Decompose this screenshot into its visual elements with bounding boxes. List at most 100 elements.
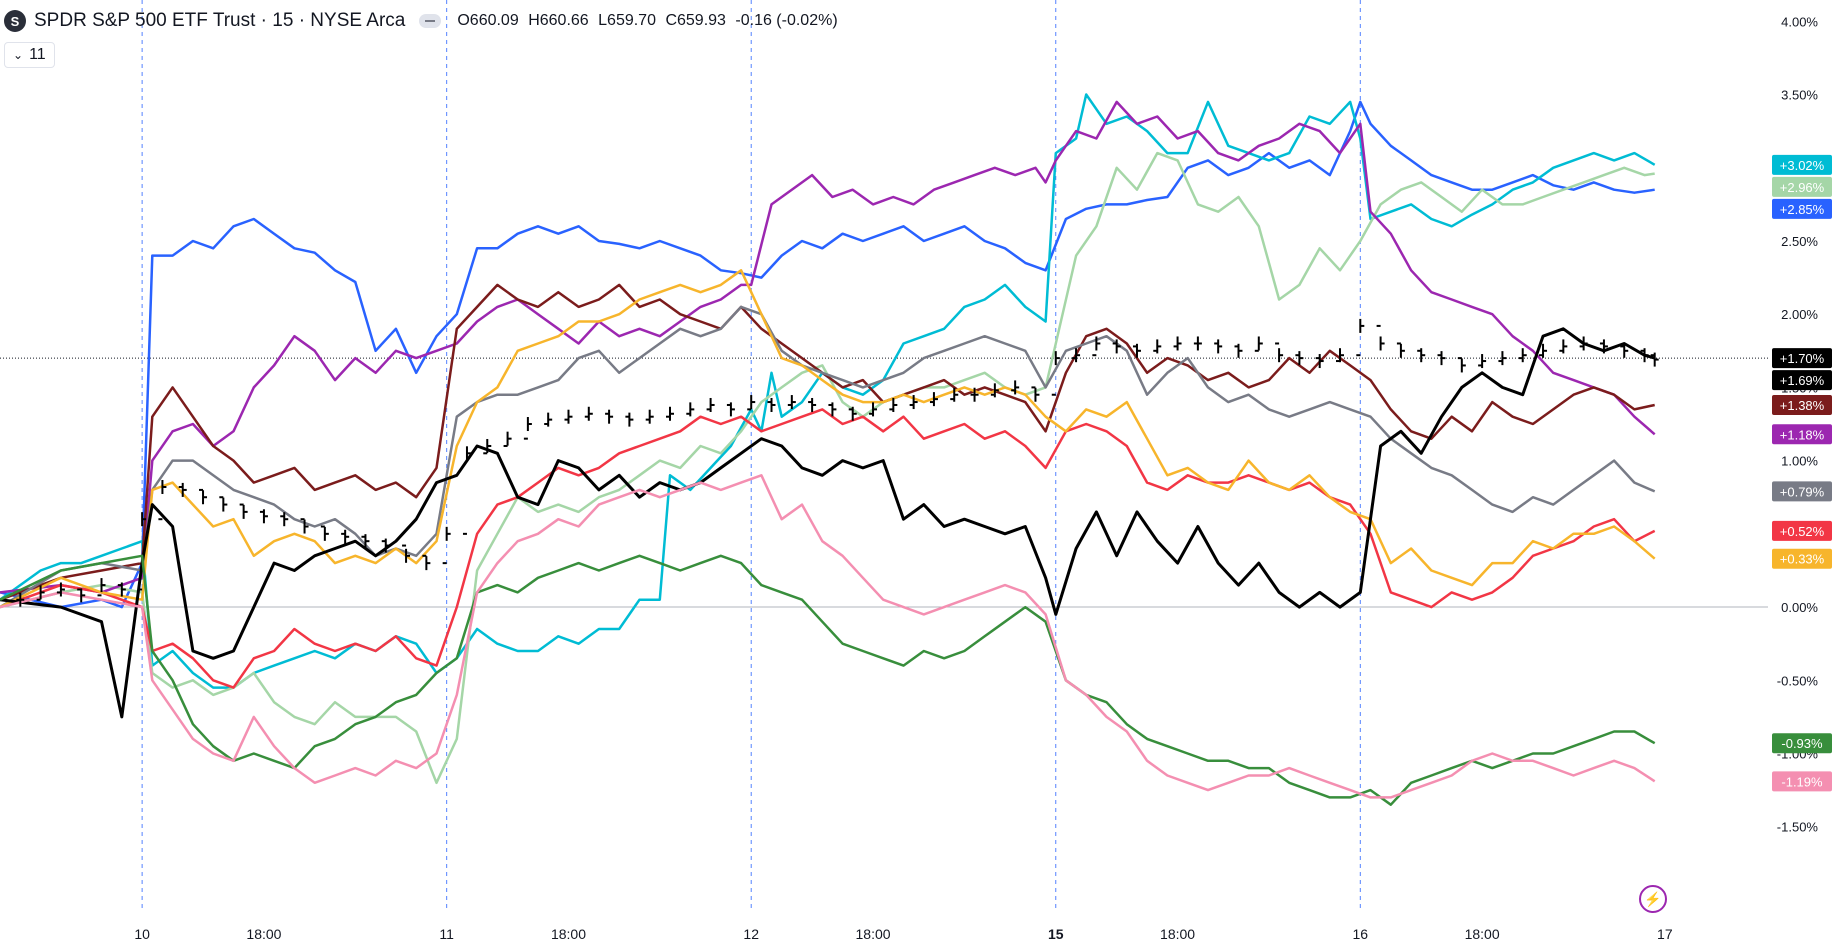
ohlc-bar — [1518, 348, 1527, 363]
ohlc-bar — [138, 512, 147, 591]
x-tick-label: 18:00 — [551, 926, 586, 942]
ohlc-bar — [828, 402, 837, 417]
series-line — [0, 100, 1655, 609]
ohlc-bar — [381, 538, 390, 553]
ohlc-bar — [909, 395, 918, 410]
ohlc-bar — [199, 488, 208, 505]
ohlc-bar — [178, 482, 187, 497]
ohlc-bar — [605, 409, 614, 424]
y-tick-label: 3.50% — [1781, 88, 1818, 103]
last-value-label: +0.33% — [1772, 548, 1832, 569]
ohlc-bar — [361, 534, 370, 549]
ohlc-bar — [1396, 342, 1405, 358]
ohlc-bar — [1457, 357, 1466, 373]
time-scale[interactable]: 10 18:00 11 18:00 12 18:00 15 18:00 16 18:00 17 — [134, 926, 1673, 942]
ohlc-bar — [848, 406, 857, 421]
last-value-label-text: +0.79% — [1780, 484, 1825, 499]
lightning-icon[interactable]: ⚡ — [1639, 885, 1667, 913]
legend-header: S SPDR S&P 500 ETF Trust · 15 · NYSE Arc… — [4, 6, 843, 36]
ohlc-bar — [219, 496, 228, 512]
ohlc-bar — [1132, 343, 1141, 358]
x-tick-label: 17 — [1657, 926, 1673, 942]
last-value-label-bg — [1772, 548, 1832, 569]
y-tick-label: 2.50% — [1781, 234, 1818, 249]
close-value: C659.93 — [665, 12, 726, 29]
y-tick-label: 2.00% — [1781, 307, 1818, 322]
y-tick-label: 4.00% — [1781, 14, 1818, 29]
last-value-label-bg — [1772, 348, 1832, 369]
x-tick-label: 18:00 — [246, 926, 281, 942]
symbol-logo-icon: S — [4, 10, 26, 32]
ohlc-bar — [564, 409, 573, 424]
ohlc-bar — [341, 529, 350, 544]
ohlc-bar — [117, 582, 126, 597]
last-value-label: -0.93% — [1772, 733, 1832, 754]
last-value-label-bg — [1772, 424, 1832, 445]
last-value-label-bg — [1772, 771, 1832, 792]
series-line — [0, 327, 1656, 719]
ohlc-bar — [97, 578, 106, 597]
ohlc-bar — [1295, 351, 1304, 366]
last-value-label: +2.85% — [1772, 198, 1832, 219]
last-value-label-text: +3.02% — [1780, 158, 1825, 173]
series-line — [0, 151, 1655, 785]
ohlc-bar — [889, 397, 898, 412]
last-value-label-text: +1.18% — [1780, 427, 1825, 442]
x-tick-label: 18:00 — [1465, 926, 1500, 942]
series-line — [0, 474, 1656, 799]
ohlc-bar — [1315, 354, 1324, 369]
ohlc-bar — [1539, 343, 1548, 358]
high-value: H660.66 — [528, 12, 589, 29]
ohlc-bar — [1051, 351, 1060, 396]
x-tick-label: 11 — [439, 926, 454, 942]
last-value-label: +1.18% — [1772, 424, 1832, 445]
ohlc-bar — [1092, 336, 1101, 357]
last-value-label-bg — [1772, 176, 1832, 197]
ohlc-bar — [1599, 339, 1608, 354]
ohlc-bar — [36, 585, 45, 601]
y-tick-label: -0.50% — [1777, 673, 1819, 688]
ohlc-bar — [158, 479, 167, 521]
last-value-label: +0.52% — [1772, 520, 1832, 541]
ohlc-bar — [1417, 348, 1426, 363]
x-tick-label: 12 — [743, 926, 759, 942]
last-value-label-text: +0.33% — [1780, 552, 1825, 567]
ohlc-bar — [1072, 348, 1081, 363]
ohlc-bar — [1011, 380, 1020, 395]
ohlc-bar — [1376, 324, 1385, 351]
low-value: L659.70 — [598, 12, 656, 29]
last-value-label-bg — [1772, 481, 1832, 502]
last-value-label: -1.19% — [1772, 771, 1832, 792]
ohlc-bar — [402, 544, 411, 563]
ohlc-bar — [1640, 348, 1649, 363]
ohlc-bar — [442, 526, 451, 565]
ohlc-bar — [1031, 386, 1040, 402]
ohlc-bar — [929, 392, 938, 407]
main-symbol-bars — [16, 318, 1659, 607]
ohlc-bar — [462, 446, 471, 535]
symbol-title[interactable]: SPDR S&P 500 ETF Trust · 15 · NYSE Arca — [34, 10, 406, 31]
ohlc-bar — [483, 438, 492, 455]
ohlc-bar — [1579, 336, 1588, 351]
ohlc-bar — [970, 387, 979, 402]
ohlc-bar — [645, 409, 654, 424]
ohlc-bar — [16, 592, 25, 607]
x-tick-label: 15 — [1048, 926, 1064, 942]
y-tick-label: 1.00% — [1781, 454, 1818, 469]
series-line — [0, 554, 1656, 806]
last-value-label-text: -1.19% — [1781, 774, 1823, 789]
ohlc-bar — [320, 525, 329, 541]
ohlc-bar — [726, 402, 735, 417]
last-value-label-text: +0.52% — [1780, 524, 1825, 539]
last-value-label-bg — [1772, 733, 1832, 754]
open-value: O660.09 — [457, 12, 519, 29]
ohlc-bar — [1478, 354, 1487, 369]
hide-legend-icon[interactable] — [419, 14, 442, 28]
ohlc-bar — [686, 402, 695, 417]
change-value: -0.16 (-0.02%) — [735, 12, 838, 29]
series-line — [0, 408, 1656, 689]
indicators-toggle[interactable]: ⌄ 11 — [4, 42, 55, 68]
ohlc-bar — [503, 431, 512, 447]
series-line — [0, 283, 1655, 601]
